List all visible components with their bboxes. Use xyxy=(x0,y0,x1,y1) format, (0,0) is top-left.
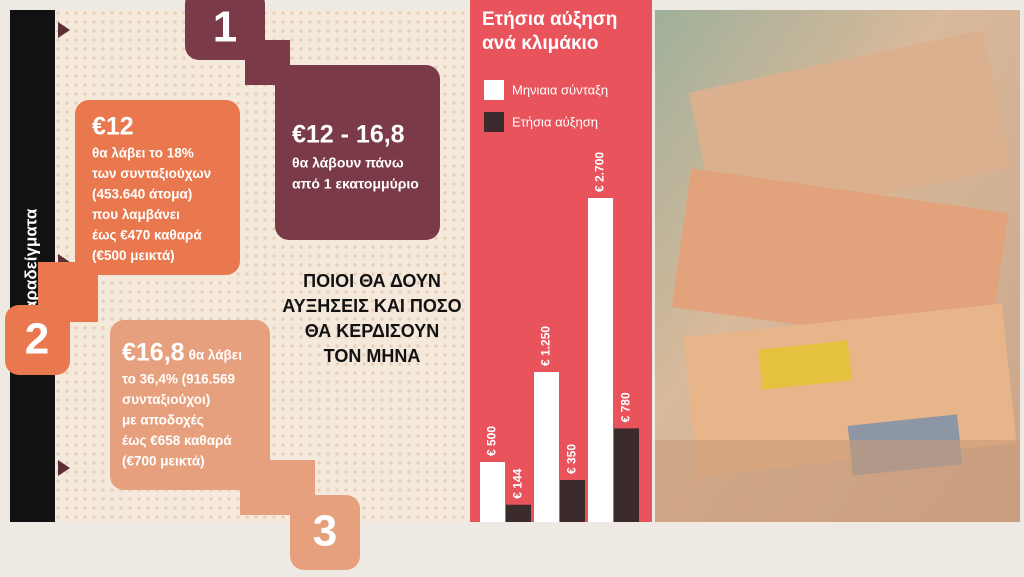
example-amount: €16,8 xyxy=(122,339,185,367)
bar xyxy=(614,428,639,522)
example-box xyxy=(110,320,270,490)
example-line: έως €658 καθαρά xyxy=(122,433,232,448)
bar xyxy=(588,198,613,522)
bar-chart: Μηνιαια σύνταξη Ετήσια αύξηση € 500 € 144 € … xyxy=(480,80,639,522)
example-number: 3 xyxy=(313,507,337,556)
number-box xyxy=(185,0,265,60)
bar xyxy=(534,372,559,522)
photo xyxy=(655,10,1020,522)
example-line: θα λάβει xyxy=(189,348,243,363)
example-box xyxy=(275,65,440,240)
example-line: με αποδοχές xyxy=(122,413,204,428)
legend-swatch xyxy=(484,80,504,100)
bar xyxy=(480,462,505,522)
example-line: που λαμβάνει xyxy=(92,207,180,222)
example-line: θα λάβει το 18% xyxy=(92,146,194,161)
number-box xyxy=(5,305,70,375)
sidebar-label: Παραδείγματα xyxy=(21,208,40,323)
headline-line: ΑΥΞΗΣΕΙΣ ΚΑΙ ΠΟΣΟ xyxy=(282,296,461,316)
example-line: θα λάβουν πάνω xyxy=(292,155,404,171)
value-label: € 780 xyxy=(619,392,633,422)
value-label: € 1.250 xyxy=(539,326,553,366)
example-line: (453.640 άτομα) xyxy=(92,187,192,202)
value-label: € 500 xyxy=(485,426,499,456)
headline-line: ΠΟΙΟΙ ΘΑ ΔΟΥΝ xyxy=(303,271,441,291)
value-label: € 350 xyxy=(565,444,579,474)
example-line: συνταξιούχοι) xyxy=(122,392,210,407)
value-label: € 2.700 xyxy=(593,152,607,192)
example-line: (€700 μεικτά) xyxy=(122,454,205,469)
legend-label: Ετήσια αύξηση xyxy=(512,114,598,129)
example-line: έως €470 καθαρά xyxy=(92,228,202,243)
examples: ΠΟΙΟΙ ΘΑ ΔΟΥΝ ΑΥΞΗΣΕΙΣ ΚΑΙ ΠΟΣΟ ΘΑ ΚΕΡΔΙΣΟ… xyxy=(5,0,462,570)
example-line: το 36,4% (916.569 xyxy=(122,372,235,387)
example-line: από 1 εκατομμύριο xyxy=(292,176,419,192)
example-box xyxy=(75,100,240,275)
headline-line: ΘΑ ΚΕΡΔΙΣΟΥΝ xyxy=(305,321,439,341)
legend-label: Μηνιαια σύνταξη xyxy=(512,82,608,97)
example-line: (€500 μεικτά) xyxy=(92,248,175,263)
example-amount: €12 - 16,8 xyxy=(292,121,405,149)
bar xyxy=(506,504,531,522)
example-number: 1 xyxy=(213,3,237,52)
chart-title: Ετήσια αύξηση ανά κλιμάκιο xyxy=(482,9,618,54)
example-line: των συνταξιούχων xyxy=(92,166,211,181)
example-amount: €12 xyxy=(92,113,134,141)
headline-line: ΤΟΝ ΜΗΝΑ xyxy=(324,346,421,366)
bar xyxy=(560,480,585,522)
example-number: 2 xyxy=(25,315,49,364)
number-box xyxy=(290,495,360,570)
legend-swatch xyxy=(484,112,504,132)
value-label: € 144 xyxy=(511,468,525,498)
